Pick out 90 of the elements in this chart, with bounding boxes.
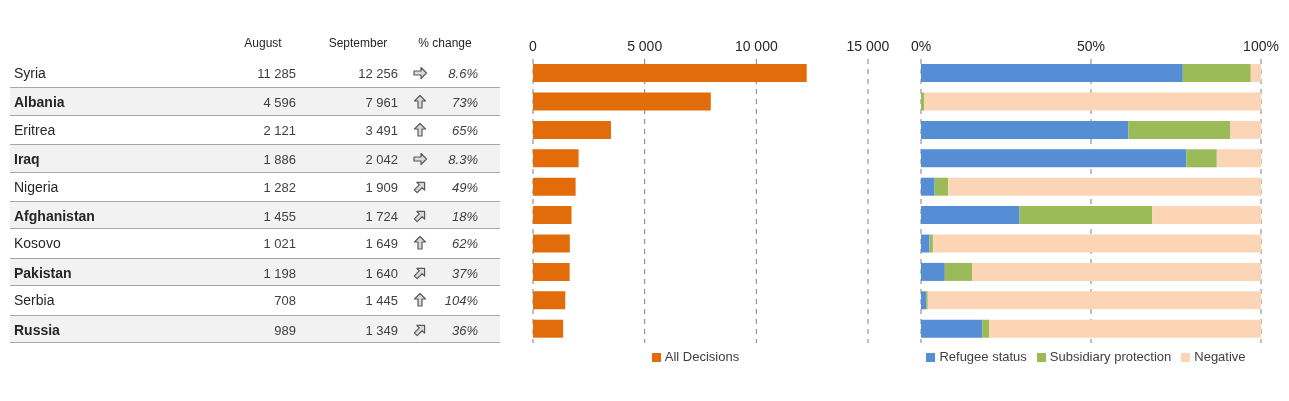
legend-label: All Decisions — [664, 349, 740, 364]
legend-label: Refugee status — [939, 349, 1027, 364]
data-label: 1 909 — [365, 179, 398, 195]
bar — [533, 64, 807, 83]
category-label: Eritrea — [14, 121, 56, 138]
text: August — [243, 36, 283, 50]
bar — [533, 234, 570, 253]
bar — [533, 149, 579, 168]
data-label: 1 198 — [263, 265, 296, 281]
bar — [948, 177, 1261, 196]
x-tick-label: 0 — [529, 38, 538, 54]
bar — [533, 206, 572, 225]
x-tick-label: 50% — [1076, 38, 1106, 54]
category-label: Pakistan — [14, 264, 72, 281]
bar — [1182, 64, 1251, 83]
bar — [921, 120, 1129, 139]
bar — [921, 177, 935, 196]
bar — [1152, 206, 1261, 225]
text: September — [327, 36, 389, 50]
bar — [944, 262, 972, 281]
x-tick-label: 15 000 — [846, 38, 890, 54]
bar — [982, 319, 989, 338]
x-tick-label: 0% — [910, 38, 932, 54]
x-tick-label: 10 000 — [734, 38, 778, 54]
bar — [533, 291, 566, 310]
data-label: 37% — [451, 265, 478, 281]
bar — [921, 149, 1187, 168]
data-label: 65% — [451, 122, 478, 138]
bar — [533, 92, 711, 111]
bar — [1250, 64, 1261, 83]
bar — [1230, 120, 1261, 139]
x-tick-label: 100% — [1243, 38, 1279, 54]
bar — [1186, 149, 1217, 168]
data-label: 18% — [451, 209, 478, 224]
data-label: 1 455 — [263, 209, 296, 224]
bar — [921, 64, 1183, 83]
bar — [533, 120, 611, 139]
data-label: 4 596 — [263, 95, 296, 111]
bar — [921, 319, 983, 338]
bar — [934, 177, 949, 196]
text: % change — [417, 36, 473, 50]
data-label: 989 — [274, 322, 296, 338]
data-label: 104% — [444, 293, 478, 309]
data-label: 11 285 — [257, 66, 296, 81]
legend-label: Subsidiary protection — [1049, 349, 1172, 364]
category-label: Albania — [14, 94, 65, 111]
data-label: 1 021 — [263, 236, 296, 252]
data-label: 708 — [274, 293, 296, 309]
category-label: Russia — [14, 321, 60, 338]
data-label: 2 042 — [365, 152, 398, 168]
legend-label: Negative — [1194, 349, 1246, 364]
bar — [927, 291, 1261, 310]
data-label: 62% — [451, 236, 478, 252]
data-label: 1 349 — [365, 322, 398, 338]
bar — [932, 234, 1261, 253]
bar — [921, 291, 927, 310]
bar — [1019, 206, 1153, 225]
bar — [924, 92, 1261, 111]
data-label: 1 640 — [365, 265, 398, 281]
bar — [921, 206, 1020, 225]
bar — [1216, 149, 1261, 168]
bar — [921, 234, 930, 253]
data-label: 8.3% — [448, 152, 478, 168]
data-label: 7 961 — [365, 95, 398, 111]
category-label: Serbia — [14, 292, 55, 309]
data-label: 8.6% — [448, 66, 478, 81]
x-tick-label: 5 000 — [627, 38, 663, 54]
category-label: Iraq — [14, 151, 40, 168]
category-label: Kosovo — [14, 235, 61, 252]
bar — [533, 177, 576, 196]
data-label: 1 445 — [365, 293, 398, 309]
data-label: 1 649 — [365, 236, 398, 252]
bar — [533, 319, 564, 338]
data-label: 49% — [451, 179, 478, 195]
data-label: 73% — [451, 95, 478, 111]
category-label: Afghanistan — [14, 208, 95, 224]
data-label: 1 724 — [365, 209, 398, 224]
data-label: 36% — [451, 322, 478, 338]
bar — [972, 262, 1261, 281]
data-label: 1 282 — [263, 179, 296, 195]
bar — [921, 262, 945, 281]
bar — [1128, 120, 1231, 139]
data-label: 2 121 — [263, 122, 296, 138]
data-label: 12 256 — [358, 66, 398, 81]
category-label: Syria — [14, 65, 46, 81]
bar — [989, 319, 1261, 338]
data-label: 1 886 — [263, 152, 296, 168]
category-label: Nigeria — [14, 178, 59, 195]
bar — [533, 262, 570, 281]
data-label: 3 491 — [365, 122, 398, 138]
